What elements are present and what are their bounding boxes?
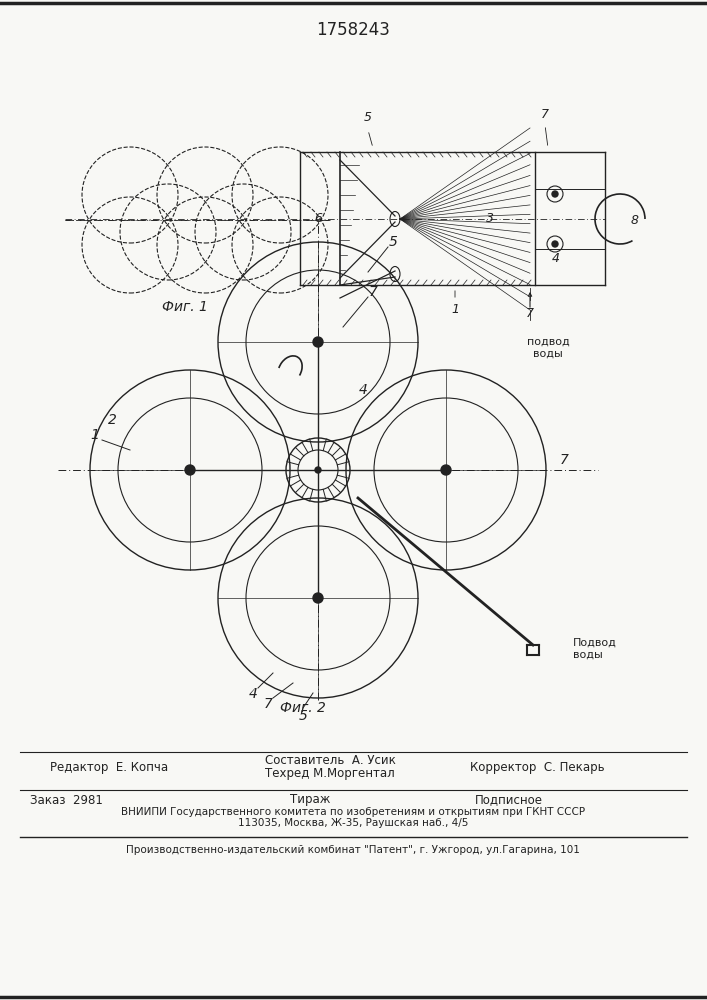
Text: 7: 7 (559, 453, 568, 467)
Text: Техред М.Моргентал: Техред М.Моргентал (265, 768, 395, 780)
Text: 7: 7 (541, 108, 549, 121)
Text: ВНИИПИ Государственного комитета по изобретениям и открытиям при ГКНТ СССР: ВНИИПИ Государственного комитета по изоб… (121, 807, 585, 817)
Text: 1: 1 (451, 303, 459, 316)
Circle shape (552, 241, 558, 247)
Text: Тираж: Тираж (290, 794, 330, 806)
Text: 4: 4 (552, 251, 560, 264)
Text: 5: 5 (298, 709, 308, 723)
Text: 2: 2 (107, 413, 117, 427)
Text: 7: 7 (264, 697, 272, 711)
Circle shape (552, 191, 558, 197)
Text: 3: 3 (486, 212, 494, 225)
Text: Заказ  2981: Заказ 2981 (30, 794, 103, 806)
Text: Составитель  А. Усик: Составитель А. Усик (265, 754, 396, 766)
Circle shape (313, 593, 323, 603)
Text: 5: 5 (389, 235, 397, 249)
Text: 5: 5 (364, 111, 372, 124)
Text: Фиг. 2: Фиг. 2 (280, 701, 326, 715)
Text: 7: 7 (526, 307, 534, 320)
Text: 7: 7 (368, 285, 378, 299)
Text: Производственно-издательский комбинат "Патент", г. Ужгород, ул.Гагарина, 101: Производственно-издательский комбинат "П… (126, 845, 580, 855)
Text: Фиг. 1: Фиг. 1 (162, 300, 208, 314)
Text: 113035, Москва, Ж-35, Раушская наб., 4/5: 113035, Москва, Ж-35, Раушская наб., 4/5 (238, 818, 468, 828)
Circle shape (185, 465, 195, 475)
Circle shape (313, 337, 323, 347)
Text: 4: 4 (249, 687, 257, 701)
Text: 6: 6 (314, 212, 322, 225)
Text: 8: 8 (631, 214, 639, 227)
Text: Подвод
воды: Подвод воды (573, 638, 617, 660)
Text: Корректор  С. Пекарь: Корректор С. Пекарь (470, 760, 604, 774)
Text: 1758243: 1758243 (316, 21, 390, 39)
Text: 4: 4 (358, 383, 368, 397)
Text: подвод
воды: подвод воды (527, 337, 569, 359)
Circle shape (315, 467, 321, 473)
Text: Редактор  Е. Копча: Редактор Е. Копча (50, 760, 168, 774)
Circle shape (441, 465, 451, 475)
Text: 1: 1 (90, 428, 100, 442)
Text: Подписное: Подписное (475, 794, 543, 806)
